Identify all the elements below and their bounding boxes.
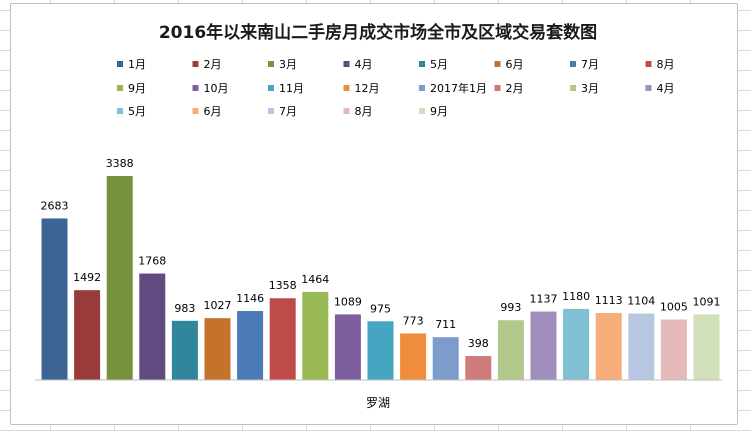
legend-label: 4月 <box>355 58 373 71</box>
data-label: 2683 <box>41 199 69 212</box>
legend-key <box>268 61 274 67</box>
legend-key <box>343 108 350 114</box>
bar[interactable] <box>171 320 198 380</box>
data-label: 1005 <box>660 300 688 313</box>
bars-group: 2683 1492 3388 1768 983 1027 1146 1358 1464 1089 9… <box>41 157 721 380</box>
legend-label: 9月 <box>128 82 146 95</box>
legend-label: 2017年1月 <box>430 81 487 95</box>
data-label: 1492 <box>73 271 101 284</box>
legend-key <box>117 85 123 91</box>
legend-key <box>343 61 350 67</box>
data-label: 1027 <box>204 299 232 312</box>
data-label: 1089 <box>334 295 362 308</box>
legend-key <box>645 85 652 91</box>
legend-key <box>192 61 199 67</box>
legend-label: 4月 <box>657 82 675 95</box>
data-label: 711 <box>435 318 456 331</box>
legend-label: 6月 <box>204 105 222 118</box>
bar[interactable] <box>660 319 687 380</box>
legend-key <box>268 85 274 91</box>
legend-key <box>494 61 501 67</box>
data-label: 983 <box>174 302 195 315</box>
legend-label: 5月 <box>128 105 146 118</box>
legend-key <box>192 85 199 91</box>
legend-key <box>419 61 425 67</box>
bar[interactable] <box>302 291 329 380</box>
legend-label: 12月 <box>355 82 380 95</box>
bar[interactable] <box>628 313 655 380</box>
bar[interactable] <box>334 314 361 380</box>
data-label: 398 <box>468 337 489 350</box>
bar[interactable] <box>74 290 101 380</box>
chart-title: 2016年以来南山二手房月成交市场全市及区域交易套数图 <box>159 22 597 43</box>
data-label: 1113 <box>595 294 623 307</box>
legend-key <box>645 61 652 67</box>
data-label: 1768 <box>138 255 166 268</box>
legend-label: 9月 <box>430 105 448 118</box>
bar[interactable] <box>106 176 133 380</box>
legend-label: 10月 <box>204 82 229 95</box>
legend-key <box>192 108 199 114</box>
data-label: 1091 <box>693 295 721 308</box>
data-label: 993 <box>500 301 521 314</box>
legend-key <box>268 108 274 114</box>
bar[interactable] <box>269 298 296 380</box>
legend-key <box>117 108 123 114</box>
data-label: 1146 <box>236 292 264 305</box>
data-label: 1358 <box>269 279 297 292</box>
legend-key <box>117 61 123 67</box>
legend-key <box>419 85 425 91</box>
bar[interactable] <box>237 310 264 380</box>
legend-label: 2月 <box>204 58 222 71</box>
bar[interactable] <box>432 337 459 380</box>
category-label: 罗湖 <box>366 395 390 410</box>
legend-label: 6月 <box>506 58 524 71</box>
legend-label: 8月 <box>657 58 675 71</box>
legend-label: 1月 <box>128 58 146 71</box>
legend-key <box>419 108 425 114</box>
legend-label: 5月 <box>430 58 448 71</box>
legend-label: 7月 <box>581 58 599 71</box>
legend-label: 8月 <box>355 105 373 118</box>
bar[interactable] <box>204 318 231 380</box>
bar[interactable] <box>497 320 524 380</box>
bar[interactable] <box>530 311 557 380</box>
legend-key <box>570 61 576 67</box>
legend-label: 11月 <box>279 82 304 95</box>
bar[interactable] <box>400 333 427 380</box>
bar[interactable] <box>465 356 492 380</box>
data-label: 1104 <box>627 295 655 308</box>
bar[interactable] <box>693 314 720 380</box>
legend-key <box>343 85 350 91</box>
bar[interactable] <box>367 321 394 380</box>
legend-key <box>494 85 501 91</box>
data-label: 975 <box>370 302 391 315</box>
legend-label: 7月 <box>279 105 297 118</box>
data-label: 773 <box>403 314 424 327</box>
data-label: 1137 <box>530 293 558 306</box>
data-label: 1180 <box>562 290 590 303</box>
bar[interactable] <box>563 308 590 380</box>
data-label: 3388 <box>106 157 134 170</box>
bar[interactable] <box>41 218 68 380</box>
legend-label: 2月 <box>506 82 524 95</box>
bar[interactable] <box>595 312 622 380</box>
legend-label: 3月 <box>279 58 297 71</box>
legend: 1月 2月 3月 4月 5月 6月 7月 8月 9月 10月 11月 12月 2017年1月 2月 3月 4月… <box>117 58 675 118</box>
legend-label: 3月 <box>581 82 599 95</box>
legend-key <box>570 85 576 91</box>
bar[interactable] <box>139 273 166 380</box>
data-label: 1464 <box>301 273 329 286</box>
